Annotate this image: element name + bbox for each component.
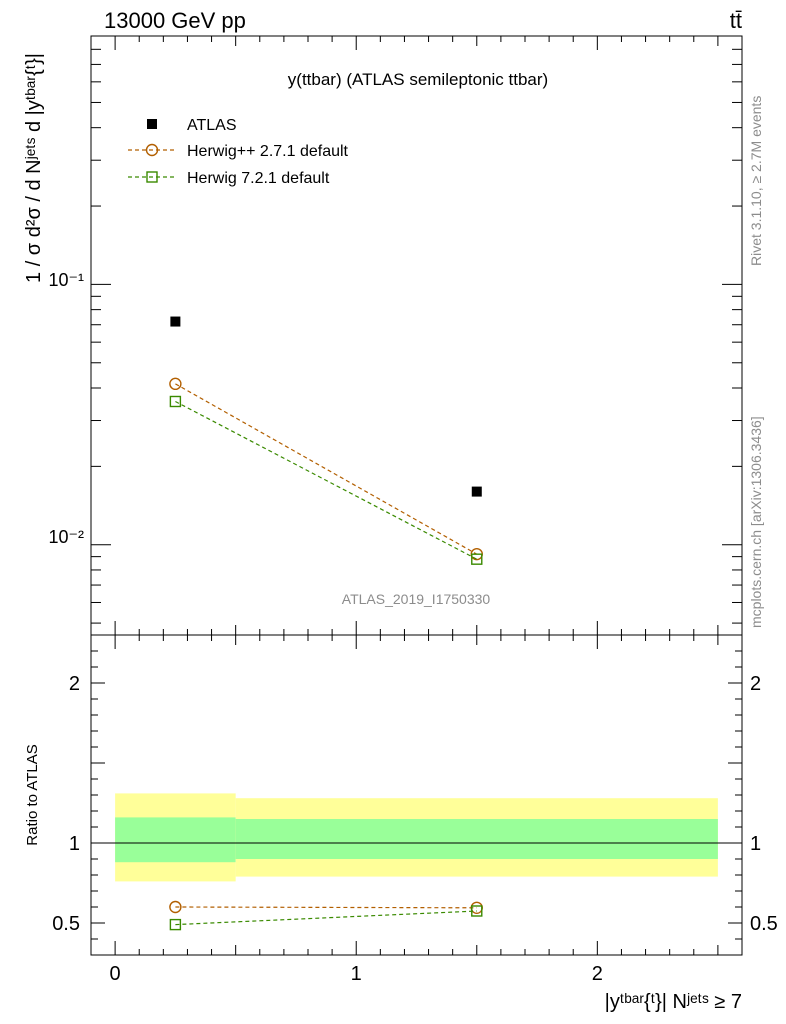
source-reference-label: mcplots.cern.ch [arXiv:1306.3436]	[748, 416, 764, 628]
ratio-ytick-label-left-1: 1	[69, 833, 80, 855]
ratio-series-line-0	[175, 906, 477, 909]
ratio-point-series0-0	[169, 900, 182, 914]
ratio-y-axis-label: Ratio to ATLAS	[24, 744, 41, 845]
legend-label-2: Herwig 7.2.1 default	[187, 170, 330, 187]
legend-marker-0	[147, 119, 157, 129]
main-series-layer	[169, 316, 483, 565]
main-series-line-2	[175, 400, 478, 560]
main-point-series2-1	[471, 553, 483, 565]
xtick-label-1: 1	[351, 963, 362, 985]
main-ytick-label-0.01: 10⁻²	[48, 527, 84, 547]
main-series-line-1	[175, 383, 478, 555]
xtick-label-0: 0	[110, 963, 121, 985]
process-label: tt̄	[730, 8, 742, 33]
ratio-band-green-1	[235, 819, 718, 859]
legend-label-0: ATLAS	[187, 117, 237, 134]
ratio-series-layer	[169, 900, 483, 931]
legend-label-1: Herwig++ 2.7.1 default	[187, 143, 349, 160]
legend-marker-2	[146, 171, 158, 183]
watermark: ATLAS_2019_I1750330	[342, 591, 491, 607]
main-axis-ticks	[91, 35, 742, 635]
ratio-ytick-label-right-0: 0.5	[750, 913, 778, 935]
ratio-axis-ticks: 0.5 0.5 1 1 2 2 0 1 2	[52, 634, 778, 985]
xtick-label-2: 2	[592, 963, 603, 985]
main-point-series0-0	[170, 316, 181, 327]
ratio-ytick-label-right-1: 1	[750, 833, 761, 855]
beam-energy-label: 13000 GeV pp	[104, 8, 246, 33]
ratio-plot-panel: 0.5 0.5 1 1 2 2 0 1 2 Ratio to ATLAS |yᵗᵇᵃʳ{ᵗ}| …	[24, 634, 778, 1013]
main-point-series1-0	[169, 377, 182, 391]
main-plot-panel: y(ttbar) (ATLAS semileptonic ttbar) ATLA…	[23, 35, 743, 636]
ratio-band-green-0	[115, 817, 236, 863]
ratio-ytick-label-right-2: 2	[750, 673, 761, 695]
rivet-version-label: Rivet 3.1.10, ≥ 2.7M events	[748, 96, 764, 266]
plot-title: y(ttbar) (ATLAS semileptonic ttbar)	[288, 70, 548, 89]
legend: ATLAS Herwig++ 2.7.1 default Herwig 7.2.1 …	[128, 117, 349, 187]
main-point-series2-0	[169, 395, 182, 408]
ratio-ytick-label-left-2: 2	[69, 673, 80, 695]
main-y-axis-label: 1 / σ d²σ / d Nʲᵉᵗˢ d |yᵗᵇᵃʳ{ᵗ}|	[23, 53, 45, 283]
x-axis-label: |yᵗᵇᵃʳ{ᵗ}| Nʲᵉᵗˢ ≥ 7	[605, 991, 742, 1013]
ratio-point-series1-1	[471, 905, 483, 917]
main-point-series0-1	[471, 486, 482, 497]
ratio-series-line-1	[175, 910, 477, 926]
legend-marker-1	[145, 143, 159, 157]
ratio-ytick-label-left-0: 0.5	[52, 913, 80, 935]
ratio-uncertainty-bands	[115, 793, 718, 882]
ratio-point-series1-0	[169, 918, 182, 931]
main-ytick-label-0.1: 10⁻¹	[48, 270, 84, 290]
